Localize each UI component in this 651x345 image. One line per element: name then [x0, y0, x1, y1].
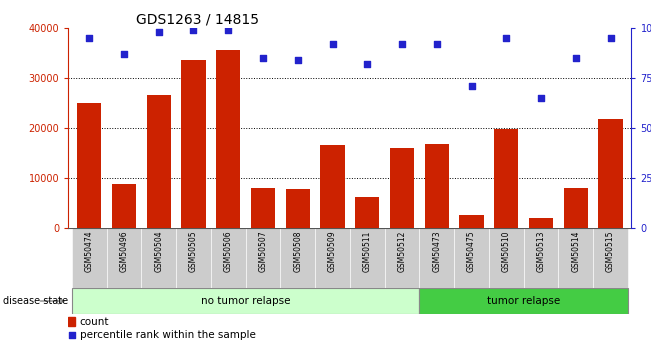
Point — [605, 35, 616, 40]
Bar — [251, 188, 275, 228]
Text: no tumor relapse: no tumor relapse — [201, 296, 290, 306]
Point — [432, 41, 442, 46]
Point — [223, 27, 234, 32]
Bar — [216, 50, 240, 228]
Text: GSM50496: GSM50496 — [120, 231, 128, 272]
Bar — [146, 95, 171, 228]
Bar — [112, 184, 136, 228]
Bar — [355, 197, 380, 228]
Text: GSM50474: GSM50474 — [85, 231, 94, 272]
Point — [154, 29, 164, 34]
Bar — [68, 317, 76, 326]
Text: GSM50515: GSM50515 — [606, 231, 615, 272]
Bar — [460, 215, 484, 228]
Point — [536, 95, 546, 100]
Bar — [141, 228, 176, 288]
Text: GSM50505: GSM50505 — [189, 231, 198, 272]
Bar — [390, 148, 414, 228]
Point — [397, 41, 408, 46]
Bar — [529, 218, 553, 228]
Text: GSM50511: GSM50511 — [363, 231, 372, 272]
Text: disease state: disease state — [3, 296, 68, 306]
Bar — [182, 60, 206, 228]
Bar — [564, 188, 588, 228]
Bar — [320, 145, 344, 228]
Point — [327, 41, 338, 46]
Bar — [77, 102, 102, 228]
Text: GSM50510: GSM50510 — [502, 231, 511, 272]
Bar — [489, 228, 523, 288]
Point — [66, 333, 77, 338]
Bar — [286, 189, 310, 228]
Bar — [245, 228, 281, 288]
Text: GSM50506: GSM50506 — [224, 231, 233, 272]
Point — [292, 57, 303, 62]
Point — [466, 83, 477, 88]
Text: count: count — [79, 317, 109, 327]
Point — [188, 27, 199, 32]
Text: GSM50514: GSM50514 — [572, 231, 580, 272]
Bar — [72, 228, 107, 288]
Text: GSM50512: GSM50512 — [398, 231, 407, 272]
Bar — [176, 228, 211, 288]
Text: GSM50473: GSM50473 — [432, 231, 441, 272]
Text: GSM50513: GSM50513 — [536, 231, 546, 272]
Text: GSM50509: GSM50509 — [328, 231, 337, 272]
Bar — [593, 228, 628, 288]
Bar — [419, 228, 454, 288]
Bar — [385, 228, 419, 288]
Text: tumor relapse: tumor relapse — [487, 296, 561, 306]
Point — [258, 55, 268, 60]
Point — [501, 35, 512, 40]
Bar — [72, 288, 419, 314]
Bar — [107, 228, 141, 288]
Point — [362, 61, 372, 66]
Bar — [281, 228, 315, 288]
Bar — [454, 228, 489, 288]
Point — [571, 55, 581, 60]
Point — [118, 51, 129, 56]
Bar — [211, 228, 245, 288]
Bar — [523, 228, 559, 288]
Text: percentile rank within the sample: percentile rank within the sample — [79, 331, 255, 341]
Bar — [419, 288, 628, 314]
Text: GSM50508: GSM50508 — [293, 231, 302, 272]
Bar — [494, 129, 518, 228]
Bar — [315, 228, 350, 288]
Point — [84, 35, 94, 40]
Bar — [350, 228, 385, 288]
Bar — [424, 144, 449, 228]
Text: GSM50507: GSM50507 — [258, 231, 268, 272]
Bar — [559, 228, 593, 288]
Text: GDS1263 / 14815: GDS1263 / 14815 — [136, 12, 259, 27]
Text: GSM50475: GSM50475 — [467, 231, 476, 272]
Bar — [598, 119, 623, 228]
Text: GSM50504: GSM50504 — [154, 231, 163, 272]
